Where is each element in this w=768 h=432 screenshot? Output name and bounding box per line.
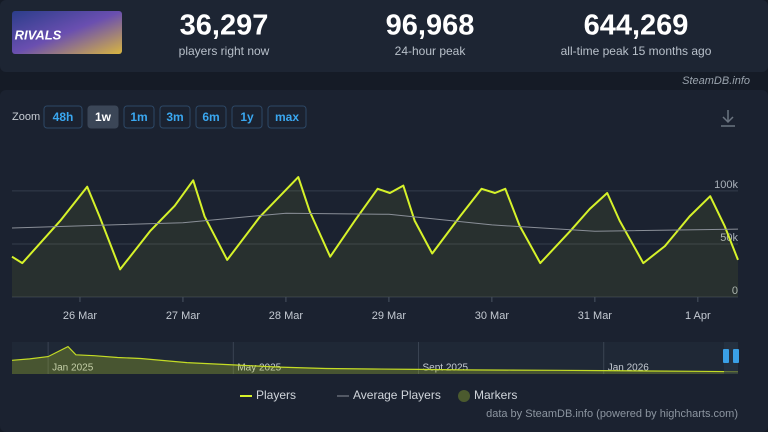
- nav-line: [11, 345, 739, 373]
- zoom-button-label[interactable]: 48h: [53, 110, 74, 124]
- series-area: [12, 177, 738, 297]
- watermark: SteamDB.info: [682, 75, 750, 87]
- zoom-buttons: 48h 1w 1m 3m 6m 1y max: [43, 105, 307, 129]
- y-tick-label: 0: [732, 285, 738, 297]
- zoom-button[interactable]: [87, 105, 119, 129]
- zoom-button-label[interactable]: max: [275, 110, 299, 124]
- navigator: Jan 2025 May 2025 Sept 2025 Jan 2026: [11, 342, 739, 374]
- stat-label: all-time peak 15 months ago: [561, 44, 712, 58]
- legend-symbol: [458, 390, 470, 402]
- zoom-button-label[interactable]: 6m: [202, 110, 219, 124]
- x-tick-label: 1 Apr: [685, 310, 711, 322]
- x-tick-label: 31 Mar: [578, 310, 613, 322]
- x-tick-label: 29 Mar: [372, 310, 407, 322]
- zoom-label: Zoom: [12, 111, 40, 123]
- zoom-button[interactable]: [159, 105, 191, 129]
- stats: 36,297 players right now 96,968 24-hour pea…: [179, 10, 712, 59]
- series-line: [11, 212, 739, 232]
- zoom-button-label[interactable]: 1m: [130, 110, 147, 124]
- x-tick-label: 27 Mar: [166, 310, 201, 322]
- zoom-button[interactable]: [231, 105, 263, 129]
- nav-tick-label: May 2025: [237, 363, 281, 374]
- zoom-button[interactable]: [43, 105, 83, 129]
- legend: Players Average Players Markers: [240, 388, 517, 402]
- header-panel: [0, 0, 768, 72]
- x-tick-label: 30 Mar: [475, 310, 510, 322]
- download-icon[interactable]: [721, 110, 735, 127]
- game-logo: [12, 11, 122, 54]
- download-arrow: [722, 116, 734, 124]
- zoom-button-label[interactable]: 1w: [95, 110, 112, 124]
- stat-value: 96,968: [386, 10, 475, 42]
- nav-area: [12, 346, 738, 374]
- credits: data by SteamDB.info (powered by highcha…: [486, 408, 738, 420]
- navigator-handle[interactable]: [733, 349, 739, 363]
- x-tick-label: 28 Mar: [269, 310, 304, 322]
- legend-label[interactable]: Players: [256, 388, 296, 402]
- zoom-button-label[interactable]: 1y: [240, 110, 254, 124]
- logo-text: RIVALS: [15, 27, 62, 42]
- zoom-button[interactable]: [267, 105, 307, 129]
- legend-label[interactable]: Markers: [474, 388, 517, 402]
- y-tick-label: 100k: [714, 179, 738, 191]
- stat-value: 644,269: [584, 10, 689, 42]
- x-tick-label: 26 Mar: [63, 310, 98, 322]
- nav-tick-label: Sept 2025: [423, 363, 469, 374]
- navigator-handle[interactable]: [723, 349, 729, 363]
- nav-tick-label: Jan 2026: [608, 363, 650, 374]
- series-line: [11, 176, 739, 271]
- zoom-button-label[interactable]: 3m: [166, 110, 183, 124]
- legend-label[interactable]: Average Players: [353, 388, 441, 402]
- zoom-button[interactable]: [195, 105, 227, 129]
- stat-value: 36,297: [180, 10, 269, 42]
- stat-label: players right now: [179, 44, 270, 58]
- zoom-button[interactable]: [123, 105, 155, 129]
- nav-tick-label: Jan 2025: [52, 363, 94, 374]
- stat-label: 24-hour peak: [395, 44, 467, 58]
